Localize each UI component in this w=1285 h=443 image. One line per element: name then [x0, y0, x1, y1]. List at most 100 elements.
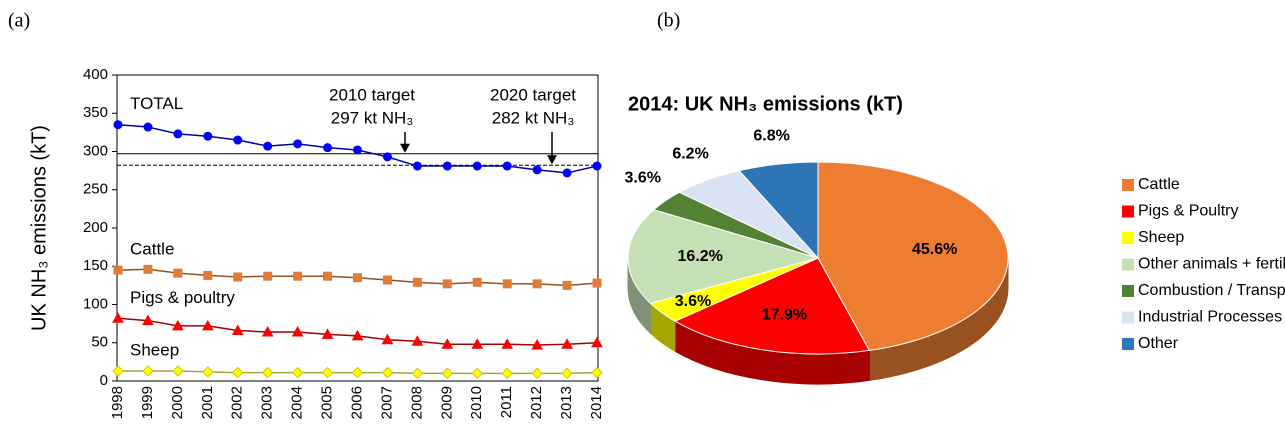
legend-swatch: [1122, 338, 1134, 350]
value-label: 6.8%: [753, 127, 789, 144]
x-tick-label: 2013: [558, 386, 575, 419]
point: [472, 277, 482, 287]
y-tick-label: 250: [83, 181, 108, 198]
point: [382, 275, 392, 285]
legend-label: Cattle: [1138, 176, 1180, 193]
y-tick-label: 150: [83, 257, 108, 274]
annotation: 2020 target: [490, 85, 576, 104]
series-label: Sheep: [130, 341, 179, 360]
point: [291, 326, 304, 337]
x-tick-label: 1998: [109, 386, 126, 419]
x-tick-label: 2006: [348, 386, 365, 419]
x-tick-label: 2008: [408, 386, 425, 419]
legend-label: Pigs & Poultry: [1138, 203, 1238, 220]
point: [561, 338, 573, 349]
x-tick-label: 2005: [319, 386, 336, 419]
point: [441, 338, 454, 349]
point: [261, 366, 274, 379]
point: [203, 131, 213, 141]
point: [411, 335, 424, 346]
point: [142, 365, 154, 377]
point: [321, 328, 334, 339]
point: [442, 161, 452, 171]
point: [472, 161, 482, 171]
y-tick-label: 0: [100, 372, 108, 389]
point: [233, 272, 243, 282]
x-tick-label: 2001: [199, 386, 216, 419]
point: [143, 264, 153, 274]
point: [591, 366, 603, 379]
pie-slice: [738, 161, 819, 260]
point: [113, 265, 123, 275]
panel-label: (a): [8, 10, 30, 32]
point: [412, 161, 422, 171]
pie-slice: [817, 161, 1009, 351]
legend-swatch: [1122, 258, 1134, 271]
y-axis-label: UK NH₃ emissions (kT): [28, 125, 50, 331]
series-label: TOTAL: [130, 94, 183, 113]
point: [172, 365, 184, 377]
point: [261, 326, 274, 337]
x-tick-label: 1999: [139, 386, 156, 419]
point: [381, 366, 394, 379]
point: [113, 120, 123, 130]
point: [411, 367, 424, 380]
annotation: 2010 target: [329, 85, 415, 104]
point: [501, 367, 513, 380]
x-tick-label: 2003: [259, 386, 276, 419]
point: [232, 366, 244, 379]
point: [351, 329, 364, 341]
point: [592, 278, 602, 288]
point: [263, 271, 273, 281]
pie-slice: [673, 257, 871, 355]
point: [502, 161, 512, 171]
annotation: 297 kt NH₃: [331, 108, 414, 127]
point: [502, 279, 512, 289]
point: [293, 271, 303, 281]
point: [173, 268, 183, 278]
legend-swatch: [1122, 179, 1134, 191]
arrow-head: [400, 143, 410, 153]
point: [143, 122, 153, 132]
point: [263, 141, 273, 151]
point: [591, 336, 603, 348]
value-label: 16.2%: [678, 248, 723, 265]
point: [382, 152, 392, 162]
point: [233, 135, 243, 145]
value-label: 17.9%: [762, 306, 807, 323]
y-tick-label: 350: [83, 104, 108, 121]
legend-label: Other: [1138, 335, 1179, 352]
panel-label: (b): [657, 10, 680, 32]
legend-swatch: [1122, 232, 1134, 244]
point: [532, 279, 542, 289]
point: [531, 367, 543, 380]
point: [351, 366, 364, 379]
value-label: 3.6%: [625, 169, 661, 186]
series-label: Pigs & poultry: [130, 288, 235, 307]
point: [203, 270, 213, 280]
legend-label: Sheep: [1138, 229, 1184, 246]
value-label: 6.2%: [672, 146, 708, 163]
x-tick-label: 2000: [169, 386, 186, 419]
x-tick-label: 2012: [528, 386, 545, 419]
point: [412, 277, 422, 287]
point: [381, 333, 394, 345]
arrow-head: [547, 155, 557, 165]
legend-swatch: [1122, 205, 1134, 218]
point: [323, 271, 333, 281]
x-tick-label: 2004: [289, 386, 306, 419]
y-tick-label: 300: [83, 142, 108, 159]
point: [293, 139, 303, 149]
point: [561, 367, 573, 380]
point: [442, 279, 452, 289]
point: [202, 366, 214, 378]
legend-label: Combustion / Transport: [1138, 282, 1285, 299]
y-tick-label: 200: [83, 219, 108, 236]
point: [471, 338, 484, 349]
point: [531, 339, 543, 350]
point: [353, 145, 362, 155]
y-tick-label: 50: [91, 334, 108, 351]
x-tick-label: 2011: [498, 386, 515, 418]
legend-label: Other animals + fertiliser: [1138, 256, 1285, 273]
